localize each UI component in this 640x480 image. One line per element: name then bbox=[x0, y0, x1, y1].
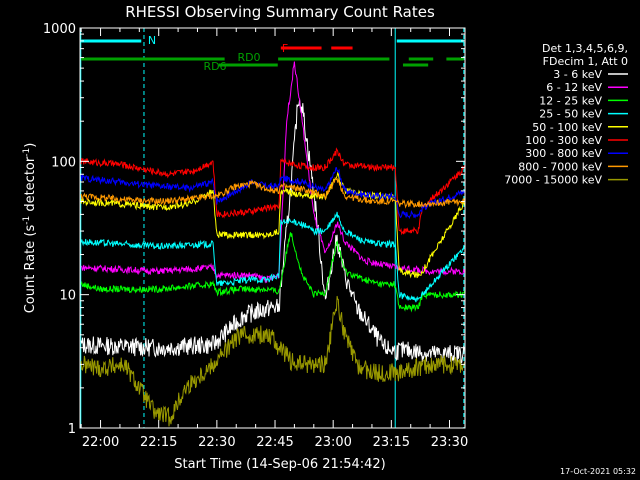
legend-label: 25 - 50 keV bbox=[539, 108, 602, 121]
y-label-sup2: -1 bbox=[22, 148, 32, 157]
series-line-300-800-kev bbox=[80, 166, 466, 220]
x-tick-label: 22:45 bbox=[256, 435, 293, 450]
chart-title: RHESSI Observing Summary Count Rates bbox=[125, 3, 435, 21]
x-tick-label: 22:15 bbox=[140, 435, 177, 450]
legend-header-line-1: Det 1,3,4,5,6,9, bbox=[542, 42, 628, 55]
y-tick-label: 1000 bbox=[43, 22, 76, 37]
observing-flags: N RD0 RD6 F bbox=[81, 34, 464, 73]
x-tick-label: 22:00 bbox=[82, 435, 119, 450]
y-axis-label: Count Rate (s-1 detector-1) bbox=[22, 143, 38, 314]
x-tick-label: 22:30 bbox=[198, 435, 235, 450]
legend-label: 100 - 300 keV bbox=[525, 134, 602, 147]
legend-label: 7000 - 15000 keV bbox=[504, 174, 602, 187]
legend-label: 6 - 12 keV bbox=[546, 81, 602, 94]
series-line-100-300-kev bbox=[80, 147, 466, 236]
legend-label: 800 - 7000 keV bbox=[518, 160, 602, 173]
flag-label-f: F bbox=[282, 42, 288, 55]
x-axis: 22:00 22:15 22:30 22:45 23:00 23:15 23:30 bbox=[80, 28, 468, 450]
y-label-main: Count Rate (s bbox=[23, 225, 38, 314]
series-line-25-50-kev bbox=[80, 211, 466, 303]
flag-label-rd0: RD0 bbox=[237, 51, 260, 64]
series-line-50-100-kev bbox=[80, 171, 466, 279]
legend-label: 12 - 25 keV bbox=[539, 94, 602, 107]
x-tick-label: 23:00 bbox=[314, 435, 351, 450]
legend-label: 50 - 100 keV bbox=[532, 121, 602, 134]
x-axis-label: Start Time (14-Sep-06 21:54:42) bbox=[174, 457, 385, 472]
y-label-sup1: -1 bbox=[22, 216, 32, 225]
x-tick-label: 23:15 bbox=[373, 435, 410, 450]
flag-label-rd6: RD6 bbox=[203, 60, 226, 73]
y-tick-label: 1 bbox=[68, 422, 76, 437]
series-line-3-6-kev bbox=[80, 99, 466, 365]
legend-label: 3 - 6 keV bbox=[553, 68, 602, 81]
plot-frame bbox=[79, 27, 466, 429]
y-tick-label: 10 bbox=[59, 289, 76, 304]
y-axis: 1 10 100 1000 bbox=[43, 22, 465, 437]
footer-date: 17-Oct-2021 05:32 bbox=[560, 467, 636, 476]
series-line-12-25-kev bbox=[80, 232, 466, 313]
x-tick-label: 23:30 bbox=[431, 435, 468, 450]
y-tick-label: 100 bbox=[51, 155, 76, 170]
y-label-end: ) bbox=[23, 143, 38, 148]
series-group bbox=[80, 61, 466, 427]
y-label-mid: detector bbox=[23, 156, 38, 216]
legend-label: 300 - 800 keV bbox=[525, 147, 602, 160]
legend-header-line-2: FDecim 1, Att 0 bbox=[543, 55, 628, 68]
series-line-7000-15000-kev bbox=[80, 295, 466, 427]
series-line-800-7000-kev bbox=[80, 176, 466, 209]
legend: Det 1,3,4,5,6,9, FDecim 1, Att 0 3 - 6 k… bbox=[504, 42, 628, 187]
flag-label-n: N bbox=[148, 34, 156, 47]
